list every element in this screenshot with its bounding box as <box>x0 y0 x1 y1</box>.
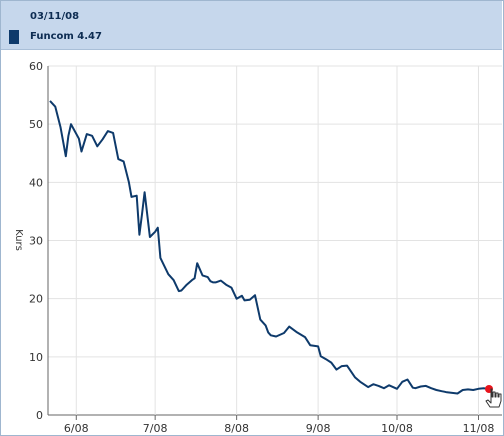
x-tick-label: 9/08 <box>306 422 331 435</box>
y-tick-label: 40 <box>29 176 43 189</box>
y-tick-label: 60 <box>29 60 43 73</box>
x-tick-label: 10/08 <box>381 422 413 435</box>
y-tick-label: 30 <box>29 235 43 248</box>
x-tick-label: 7/08 <box>143 422 168 435</box>
x-tick-label: 8/08 <box>224 422 249 435</box>
series-group <box>49 100 493 395</box>
y-axis-ticks: 0 10 20 30 40 50 60 <box>29 60 43 422</box>
y-tick-label: 0 <box>36 409 43 422</box>
y-tick-label: 10 <box>29 351 43 364</box>
y-tick-label: 20 <box>29 293 43 306</box>
grid <box>47 65 502 420</box>
x-tick-label: 11/08 <box>463 422 495 435</box>
x-axis-ticks: 6/08 7/08 8/08 9/08 10/08 11/08 <box>64 422 494 435</box>
y-axis-label: Kurs <box>13 229 24 251</box>
y-tick-label: 50 <box>29 118 43 131</box>
x-tick-label: 6/08 <box>64 422 89 435</box>
legend-label: Funcom 4.47 <box>30 31 102 42</box>
chart-header: 03/11/08 Funcom 4.47 <box>1 1 502 50</box>
header-date: 03/11/08 <box>30 11 80 22</box>
hand-cursor-icon <box>485 388 502 408</box>
legend-swatch <box>9 30 19 44</box>
series-line <box>49 100 490 395</box>
